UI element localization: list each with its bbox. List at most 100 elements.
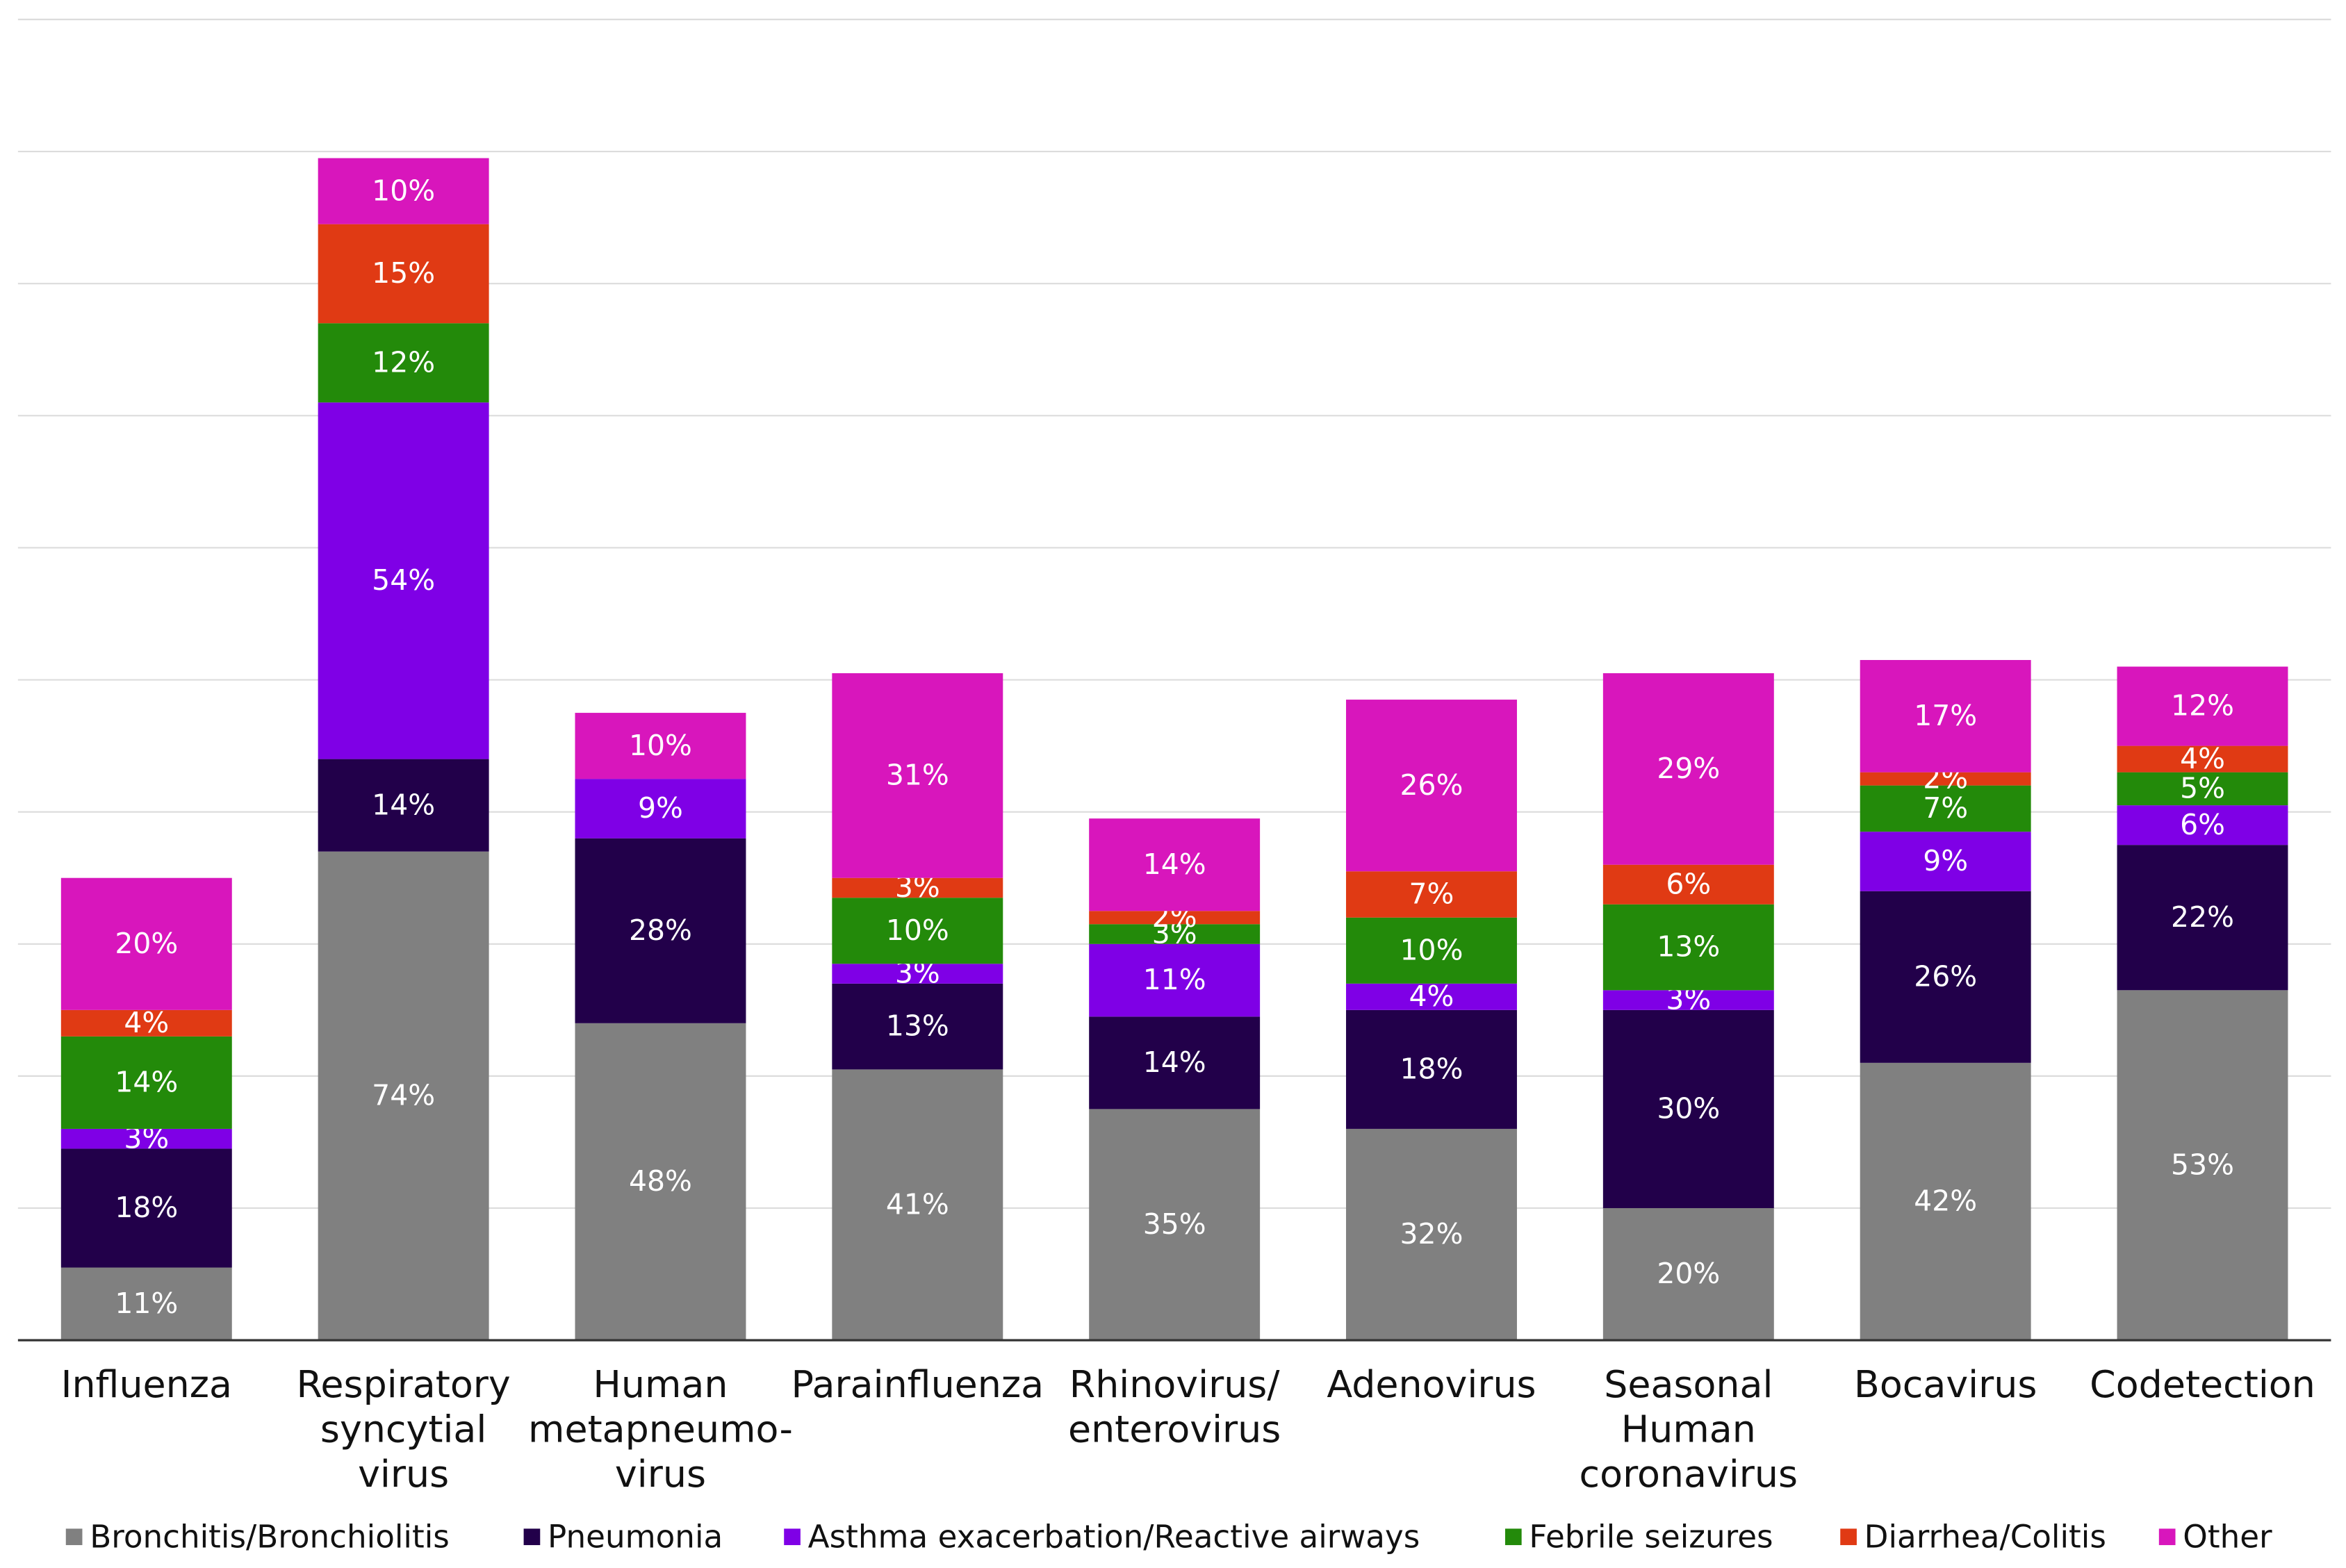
value-label: 15%	[372, 256, 435, 290]
value-label: 18%	[115, 1191, 178, 1224]
value-label: 14%	[1143, 1046, 1206, 1079]
x-tick-label: Adenovirus	[1327, 1362, 1536, 1405]
x-tick-label-line: virus	[615, 1452, 706, 1496]
bar-segment	[318, 224, 489, 324]
value-label: 17%	[1914, 699, 1977, 732]
bar-segment	[1860, 832, 2031, 891]
legend-label: Febrile seizures	[1529, 1518, 1773, 1555]
bar-segment	[1860, 772, 2031, 786]
value-label: 26%	[1914, 959, 1977, 993]
bar-segment	[1089, 924, 1261, 944]
value-label: 42%	[1914, 1185, 1977, 1218]
value-label: 20%	[115, 927, 178, 960]
legend-swatch	[1840, 1528, 1857, 1546]
x-tick-label-line: Adenovirus	[1327, 1362, 1536, 1405]
value-label: 7%	[1409, 877, 1454, 911]
value-label: 31%	[886, 759, 949, 792]
value-label: 14%	[372, 788, 435, 821]
bar-segment	[2117, 805, 2288, 845]
value-label: 35%	[1143, 1207, 1206, 1241]
legend-label: Asthma exacerbation/Reactive airways	[808, 1518, 1420, 1555]
legend-label: Diarrhea/Colitis	[1864, 1518, 2106, 1555]
legend-swatch	[2158, 1528, 2176, 1546]
bar-segment	[318, 402, 489, 759]
value-label: 14%	[115, 1066, 178, 1099]
value-label: 30%	[1657, 1092, 1720, 1125]
bar-segment	[832, 964, 1003, 984]
x-tick-label: Bocavirus	[1854, 1362, 2037, 1405]
x-tick-label-line: Rhinovirus/	[1069, 1362, 1281, 1405]
bar-segment	[1602, 1009, 1774, 1208]
bar-segment	[60, 1009, 232, 1037]
value-label: 74%	[372, 1079, 435, 1112]
bar-segment	[1602, 990, 1774, 1010]
bar-segment	[832, 1069, 1003, 1341]
bar-segment	[1602, 673, 1774, 865]
x-tick-label-line: Bocavirus	[1854, 1362, 2037, 1405]
bar-segment	[1346, 1128, 1517, 1341]
x-tick-label: Rhinovirus/enterovirus	[1068, 1362, 1281, 1451]
bar-segment	[832, 898, 1003, 964]
bar-segment	[1602, 904, 1774, 991]
value-label: 10%	[1400, 933, 1463, 966]
bar-segment	[1602, 864, 1774, 905]
value-label: 54%	[372, 563, 435, 597]
bar-segment	[1860, 660, 2031, 773]
bar-segment	[60, 1036, 232, 1129]
value-label: 12%	[372, 345, 435, 379]
x-tick-label: Influenza	[61, 1362, 232, 1405]
bar-segment	[1602, 1207, 1774, 1341]
x-tick-label-line: Human	[1621, 1407, 1756, 1451]
x-tick-label-line: syncytial	[320, 1407, 486, 1451]
bar-segment	[832, 983, 1003, 1070]
value-label: 14%	[1143, 848, 1206, 881]
bar-segment	[60, 877, 232, 1010]
bar-segment	[1089, 1109, 1261, 1341]
value-label: 9%	[638, 791, 683, 825]
bar-segment	[575, 1023, 746, 1341]
x-tick-label-line: virus	[358, 1452, 449, 1496]
bar-segment	[2117, 772, 2288, 806]
value-label: 10%	[372, 174, 435, 207]
x-tick-label-line: coronavirus	[1580, 1452, 1798, 1496]
value-label: 6%	[1666, 867, 1711, 900]
x-tick-label: Parainfluenza	[791, 1362, 1044, 1405]
value-label: 4%	[2180, 742, 2225, 775]
bar-segment	[832, 673, 1003, 878]
legend-swatch	[784, 1528, 801, 1546]
value-label: 28%	[629, 914, 692, 947]
bar-segment	[832, 877, 1003, 898]
value-label: 41%	[886, 1187, 949, 1221]
bar-segment	[1346, 983, 1517, 1010]
legend-label: Bronchitis/Bronchiolitis	[90, 1518, 450, 1555]
value-label: 48%	[629, 1164, 692, 1198]
x-tick-label-line: Codetection	[2090, 1362, 2315, 1405]
legend-label: Pneumonia	[548, 1518, 723, 1555]
bar-segment	[318, 759, 489, 852]
value-label: 4%	[1409, 980, 1454, 1013]
bar-segment	[1089, 1016, 1261, 1109]
legend-swatch	[65, 1528, 83, 1546]
legend-swatch	[1504, 1528, 1522, 1546]
bar-segment	[1346, 917, 1517, 984]
value-label: 13%	[886, 1009, 949, 1043]
x-tick-label: Respiratory syncytial virus	[296, 1362, 510, 1495]
bar-segment	[2117, 666, 2288, 746]
value-label: 7%	[1923, 791, 1968, 825]
bar-segment	[1089, 943, 1261, 1017]
bar-segment	[2117, 990, 2288, 1341]
x-tick-label-line: Respiratory	[296, 1362, 510, 1405]
value-label: 32%	[1400, 1217, 1463, 1251]
bar-segment	[575, 713, 746, 779]
value-label: 18%	[1400, 1053, 1463, 1086]
value-label: 11%	[1143, 963, 1206, 996]
bar-segment	[575, 838, 746, 1023]
bar-segment	[1346, 700, 1517, 872]
value-label: 29%	[1657, 752, 1720, 785]
bar-segment	[1860, 1062, 2031, 1341]
bar-segment	[60, 1128, 232, 1149]
value-label: 26%	[1400, 768, 1463, 802]
legend-swatch	[523, 1528, 541, 1546]
